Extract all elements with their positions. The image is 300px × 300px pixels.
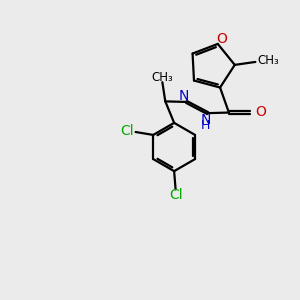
Text: H: H	[201, 119, 210, 132]
Text: CH₃: CH₃	[152, 71, 173, 84]
Text: O: O	[255, 105, 266, 119]
Text: N: N	[179, 89, 189, 103]
Text: Cl: Cl	[170, 188, 183, 202]
Text: Cl: Cl	[121, 124, 134, 137]
Text: O: O	[216, 32, 227, 46]
Text: N: N	[200, 112, 211, 127]
Text: CH₃: CH₃	[258, 54, 280, 67]
